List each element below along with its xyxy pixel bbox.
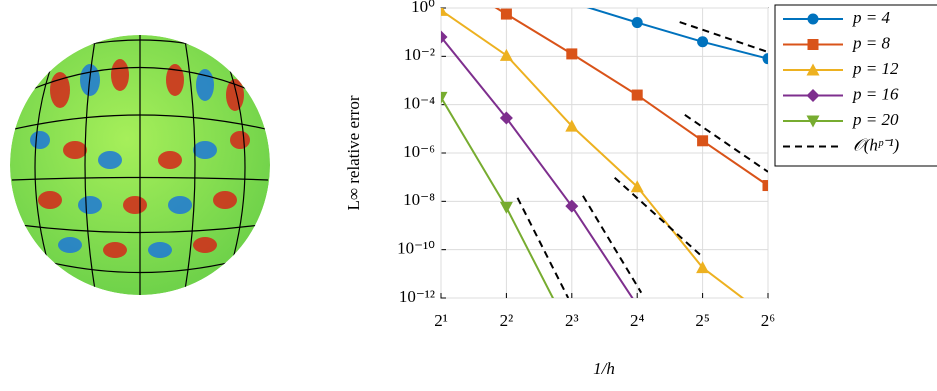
marker xyxy=(807,39,819,50)
marker xyxy=(762,180,768,192)
reference-line xyxy=(684,113,768,173)
series-line xyxy=(494,8,768,187)
marker xyxy=(500,8,512,20)
marker xyxy=(565,329,578,341)
y-tick-label: 10⁻² xyxy=(404,45,435,64)
y-axis-label: L∞ relative error xyxy=(344,95,363,210)
legend-label: p = 4 xyxy=(852,8,890,27)
marker xyxy=(566,48,578,60)
marker xyxy=(696,261,710,274)
marker xyxy=(441,30,448,44)
y-tick-label: 10⁻⁸ xyxy=(403,190,435,209)
marker xyxy=(441,91,448,104)
y-tick-label: 10⁻¹² xyxy=(399,287,435,306)
marker xyxy=(565,119,579,132)
marker xyxy=(630,180,644,193)
marker xyxy=(762,53,768,65)
marker xyxy=(499,48,513,61)
y-tick-label: 10⁻⁴ xyxy=(403,94,435,113)
x-axis-label: 1/h xyxy=(593,359,615,378)
y-tick-label: 10⁻⁶ xyxy=(403,142,435,161)
reference-line xyxy=(582,195,643,294)
series-line xyxy=(441,36,634,298)
y-tick-label: 10⁻¹⁰ xyxy=(397,239,435,258)
plot-area xyxy=(441,0,768,341)
reference-line xyxy=(516,197,570,298)
marker xyxy=(697,36,709,48)
x-tick-label: 2³ xyxy=(565,311,579,330)
legend-label: p = 12 xyxy=(852,59,899,78)
marker xyxy=(441,8,448,16)
marker xyxy=(697,135,709,147)
reference-line xyxy=(613,176,701,256)
x-tick-label: 2⁶ xyxy=(761,311,776,330)
marker xyxy=(566,0,577,8)
marker xyxy=(631,299,644,312)
marker xyxy=(565,199,579,213)
x-tick-label: 2⁴ xyxy=(630,311,645,330)
legend-label: p = 20 xyxy=(852,110,899,129)
x-tick-label: 2¹ xyxy=(434,311,448,330)
series-line xyxy=(586,8,768,60)
x-tick-label: 2² xyxy=(500,311,514,330)
legend-label: p = 8 xyxy=(852,33,890,52)
series-line xyxy=(441,9,745,298)
legend-label: 𝒪(hᵖ⁻¹) xyxy=(853,135,900,154)
marker xyxy=(499,201,513,214)
legend-box xyxy=(774,4,937,167)
reference-line xyxy=(679,21,768,53)
marker xyxy=(631,17,643,29)
legend-label: p = 16 xyxy=(852,84,899,103)
marker xyxy=(499,111,513,125)
marker xyxy=(807,13,819,25)
sphere-image xyxy=(10,35,270,295)
marker xyxy=(806,63,820,76)
marker xyxy=(806,115,820,128)
marker xyxy=(631,89,643,101)
x-tick-label: 2⁵ xyxy=(695,311,710,330)
marker xyxy=(806,89,820,102)
y-tick-label: 10⁰ xyxy=(411,0,435,16)
